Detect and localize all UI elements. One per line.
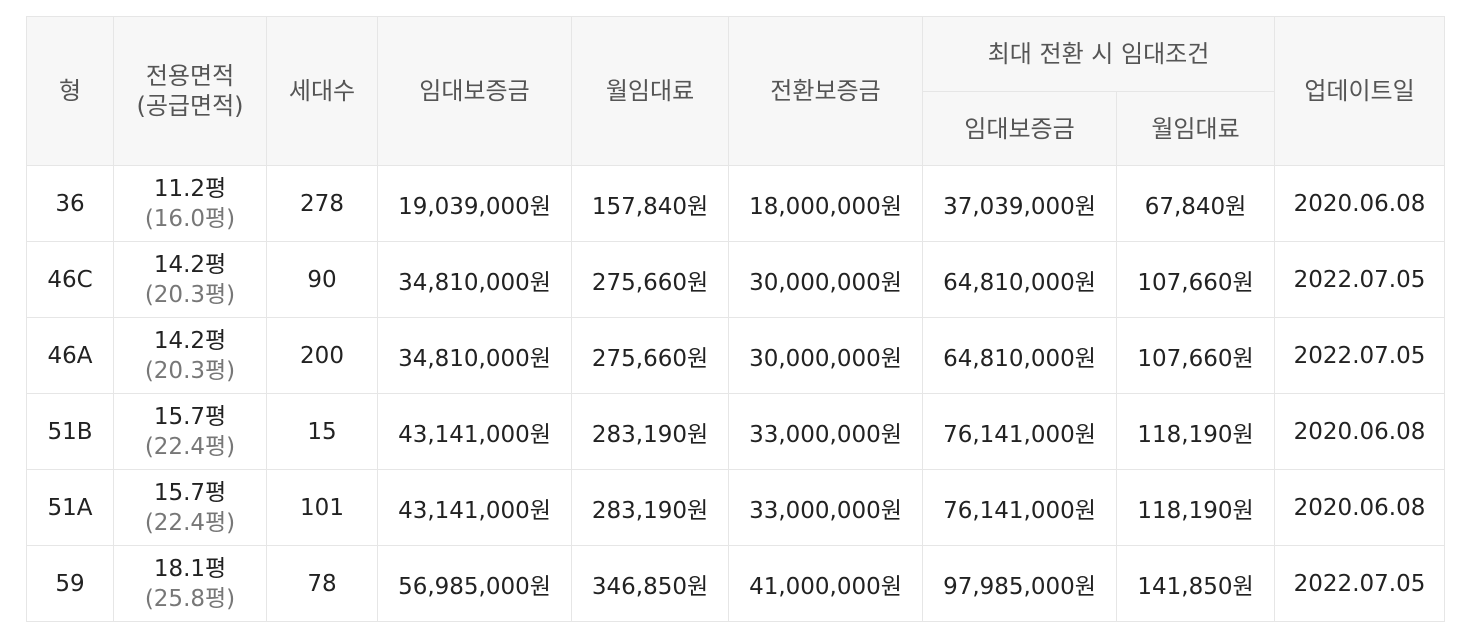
table-row: 59 18.1평 (25.8평) 78 56,985,000원 346,850원… [26,545,1446,622]
cell-exclusive-area: 15.7평 [153,403,227,430]
table-row: 46A 14.2평 (20.3평) 200 34,810,000원 275,66… [26,317,1446,394]
cell-max-deposit: 37,039,000원 [922,165,1117,242]
cell-supply-area: (16.0평) [144,205,236,232]
cell-exclusive-area: 18.1평 [153,555,227,582]
cell-deposit: 19,039,000원 [377,165,572,242]
cell-monthly: 275,660원 [571,317,729,394]
cell-type: 36 [26,165,114,242]
table-row: 51B 15.7평 (22.4평) 15 43,141,000원 283,190… [26,393,1446,470]
cell-deposit: 56,985,000원 [377,545,572,622]
cell-exclusive-area: 15.7평 [153,479,227,506]
cell-conversion-deposit: 33,000,000원 [728,393,923,470]
cell-monthly: 283,190원 [571,469,729,546]
header-max-monthly: 월임대료 [1115,91,1276,166]
cell-supply-area: (22.4평) [144,433,236,460]
cell-conversion-deposit: 41,000,000원 [728,545,923,622]
rental-table-container: 형 전용면적 (공급면적) 세대수 임대보증금 월임대료 전환보증금 최대 전환… [26,16,1446,622]
cell-households: 101 [266,469,378,546]
cell-type: 51A [26,469,114,546]
cell-exclusive-area: 11.2평 [153,175,227,202]
cell-households: 15 [266,393,378,470]
header-deposit: 임대보증금 [377,16,572,166]
cell-deposit: 34,810,000원 [377,241,572,318]
cell-monthly: 275,660원 [571,241,729,318]
header-max-conversion-group: 최대 전환 시 임대조건 [921,16,1276,92]
cell-updated: 2022.07.05 [1274,241,1446,318]
cell-type: 51B [26,393,114,470]
table-row: 46C 14.2평 (20.3평) 90 34,810,000원 275,660… [26,241,1446,318]
cell-updated: 2022.07.05 [1274,545,1446,622]
cell-conversion-deposit: 18,000,000원 [728,165,923,242]
cell-supply-area: (20.3평) [144,357,236,384]
cell-max-deposit: 97,985,000원 [922,545,1117,622]
cell-max-monthly: 141,850원 [1115,545,1276,622]
cell-updated: 2020.06.08 [1274,469,1446,546]
header-area-line1: 전용면적 [145,62,235,90]
header-row-1: 형 전용면적 (공급면적) 세대수 임대보증금 월임대료 전환보증금 최대 전환… [26,16,1446,166]
cell-exclusive-area: 14.2평 [153,327,227,354]
cell-type: 46A [26,317,114,394]
cell-updated: 2020.06.08 [1274,393,1446,470]
cell-conversion-deposit: 33,000,000원 [728,469,923,546]
cell-area: 14.2평 (20.3평) [113,241,267,318]
cell-area: 18.1평 (25.8평) [113,545,267,622]
cell-deposit: 43,141,000원 [377,469,572,546]
cell-deposit: 43,141,000원 [377,393,572,470]
cell-max-deposit: 76,141,000원 [922,393,1117,470]
cell-type: 59 [26,545,114,622]
header-type: 형 [26,16,114,166]
header-max-deposit: 임대보증금 [922,91,1117,166]
cell-max-deposit: 64,810,000원 [922,241,1117,318]
cell-monthly: 346,850원 [571,545,729,622]
cell-area: 11.2평 (16.0평) [113,165,267,242]
header-monthly: 월임대료 [571,16,729,166]
header-row-2: 임대보증금 월임대료 [27,91,1445,166]
rental-conditions-table: 형 전용면적 (공급면적) 세대수 임대보증금 월임대료 전환보증금 최대 전환… [26,16,1446,622]
cell-type: 46C [26,241,114,318]
cell-households: 78 [266,545,378,622]
cell-monthly: 157,840원 [571,165,729,242]
cell-supply-area: (25.8평) [144,585,236,612]
cell-max-monthly: 107,660원 [1115,317,1276,394]
header-area: 전용면적 (공급면적) [113,16,267,166]
cell-deposit: 34,810,000원 [377,317,572,394]
cell-conversion-deposit: 30,000,000원 [728,241,923,318]
cell-max-monthly: 118,190원 [1115,393,1276,470]
cell-households: 200 [266,317,378,394]
cell-conversion-deposit: 30,000,000원 [728,317,923,394]
header-updated: 업데이트일 [1274,16,1446,166]
cell-exclusive-area: 14.2평 [153,251,227,278]
header-households: 세대수 [266,16,378,166]
cell-updated: 2020.06.08 [1274,165,1446,242]
table-row: 36 11.2평 (16.0평) 278 19,039,000원 157,840… [26,165,1446,242]
cell-max-deposit: 76,141,000원 [922,469,1117,546]
cell-households: 90 [266,241,378,318]
cell-households: 278 [266,165,378,242]
cell-max-monthly: 118,190원 [1115,469,1276,546]
cell-supply-area: (20.3평) [144,281,236,308]
header-area-line2: (공급면적) [136,92,244,120]
cell-area: 14.2평 (20.3평) [113,317,267,394]
cell-max-monthly: 67,840원 [1115,165,1276,242]
cell-max-deposit: 64,810,000원 [922,317,1117,394]
table-header: 형 전용면적 (공급면적) 세대수 임대보증금 월임대료 전환보증금 최대 전환… [26,16,1446,166]
table-body: 36 11.2평 (16.0평) 278 19,039,000원 157,840… [26,165,1446,622]
table-row: 51A 15.7평 (22.4평) 101 43,141,000원 283,19… [26,469,1446,546]
cell-area: 15.7평 (22.4평) [113,393,267,470]
header-conversion-deposit: 전환보증금 [728,16,923,166]
cell-area: 15.7평 (22.4평) [113,469,267,546]
cell-updated: 2022.07.05 [1274,317,1446,394]
cell-max-monthly: 107,660원 [1115,241,1276,318]
cell-supply-area: (22.4평) [144,509,236,536]
cell-monthly: 283,190원 [571,393,729,470]
